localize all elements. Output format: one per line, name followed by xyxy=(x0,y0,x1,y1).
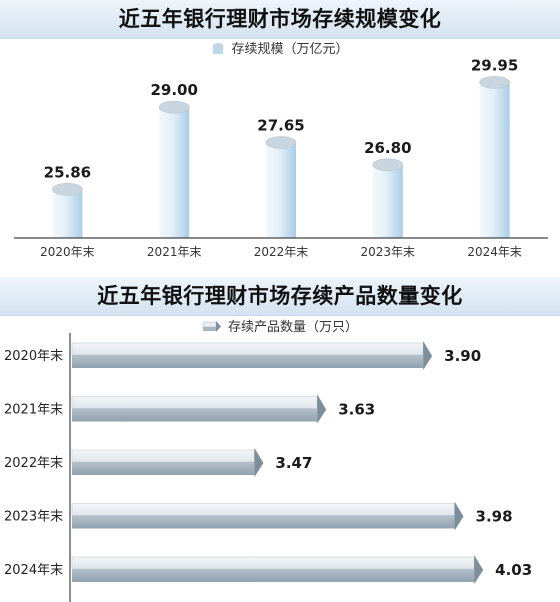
cylinder-bar xyxy=(266,142,296,238)
category-label: 2024年末 xyxy=(467,245,522,259)
bar-face xyxy=(71,396,318,409)
cylinder-top xyxy=(265,136,297,149)
chart1-title: 近五年银行理财市场存续规模变化 xyxy=(0,0,560,39)
value-label: 25.86 xyxy=(44,163,91,181)
chart2-legend: 存续产品数量（万只） xyxy=(0,316,560,335)
bar-bottom xyxy=(72,408,318,422)
category-label: 2022年末 xyxy=(254,245,309,259)
chart2-title: 近五年银行理财市场存续产品数量变化 xyxy=(0,277,560,316)
category-label: 2022年末 xyxy=(4,456,63,471)
cylinder-bar xyxy=(159,107,190,238)
cylinder-top xyxy=(372,158,404,172)
cylinder-bar xyxy=(52,189,83,238)
cylinder-top xyxy=(479,76,510,89)
bar-arrow-tip xyxy=(423,341,433,370)
value-label: 3.98 xyxy=(476,508,513,526)
value-label: 3.47 xyxy=(275,454,312,472)
chart2-legend-label: 存续产品数量（万只） xyxy=(227,320,358,335)
bar-bottom xyxy=(72,569,475,582)
bar-arrow-tip xyxy=(474,555,484,584)
value-label: 27.65 xyxy=(257,117,304,135)
chart1-legend-label: 存续规模（万亿元） xyxy=(231,42,349,57)
value-label: 29.95 xyxy=(471,56,518,74)
bar-arrow-tip xyxy=(454,501,464,531)
value-label: 26.80 xyxy=(364,139,411,157)
chart1-legend: 存续规模（万亿元） xyxy=(0,38,560,57)
cylinder-legend-icon xyxy=(213,43,224,54)
cylinder-top xyxy=(158,100,190,114)
cylinder-bar xyxy=(372,164,403,238)
cylinder-bar xyxy=(479,82,510,238)
category-label: 2020年末 xyxy=(4,349,63,364)
bar-bottom xyxy=(72,515,455,529)
category-label: 2023年末 xyxy=(4,510,63,525)
bar-face xyxy=(71,556,475,570)
category-label: 2023年末 xyxy=(361,245,416,259)
category-label: 2020年末 xyxy=(40,245,95,259)
bar-face xyxy=(71,503,455,516)
value-label: 3.90 xyxy=(444,347,481,365)
bar-face xyxy=(71,342,424,356)
cylinder-top xyxy=(52,183,83,196)
bar-bottom xyxy=(72,462,255,475)
arrow-bar-legend-icon xyxy=(202,321,221,332)
category-label: 2024年末 xyxy=(4,563,63,578)
category-label: 2021年末 xyxy=(4,403,63,418)
bar-face xyxy=(71,449,255,463)
value-label: 3.63 xyxy=(338,401,375,419)
value-label: 4.03 xyxy=(495,561,532,579)
bar-bottom xyxy=(72,355,424,368)
category-label: 2021年末 xyxy=(147,245,202,259)
bar-arrow-tip xyxy=(254,448,264,477)
bar-arrow-tip xyxy=(317,394,327,424)
value-label: 29.00 xyxy=(150,81,197,99)
